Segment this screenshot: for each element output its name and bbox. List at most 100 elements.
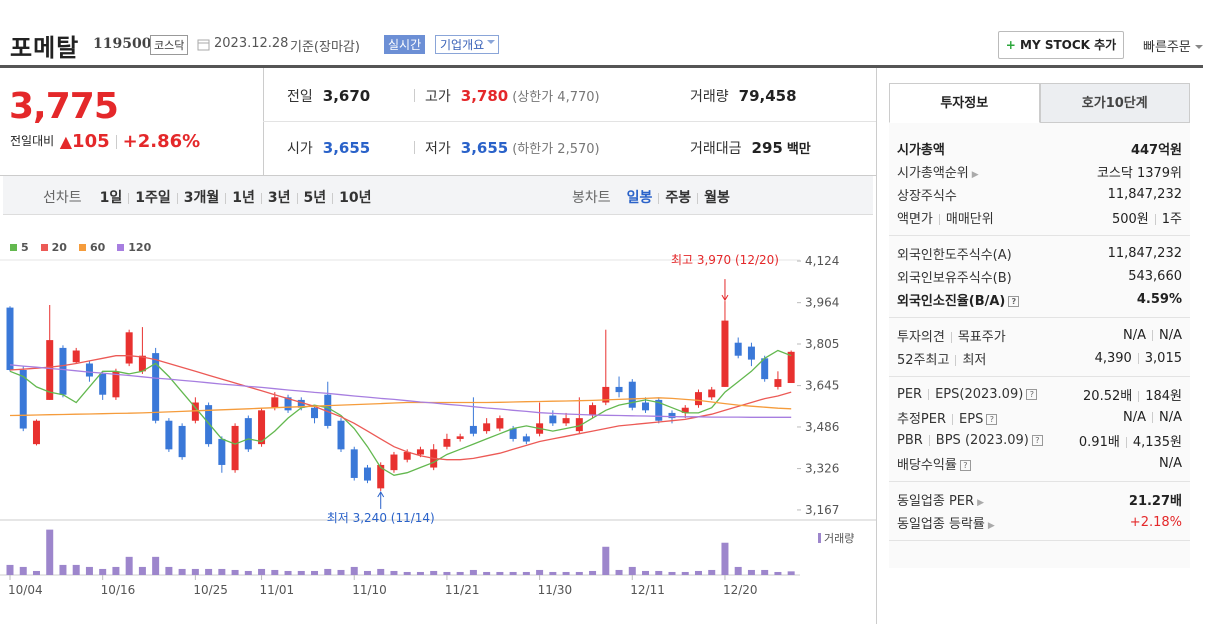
row-value: 11,847,232 [1108, 187, 1182, 202]
label-part: PBR [897, 433, 923, 448]
separator [928, 389, 930, 400]
separator [1152, 412, 1153, 423]
x-tick-label: 12/20 [723, 583, 758, 597]
row-label: 상장주식수 [897, 185, 957, 204]
volume-bar [6, 564, 14, 575]
overview-button[interactable]: 기업개요 [435, 35, 500, 54]
row-value: 447억원 [1131, 139, 1182, 158]
candle-body [761, 358, 769, 380]
header-line [0, 65, 1203, 68]
volume-bar [761, 569, 769, 575]
volume-legend: 거래량 [824, 532, 854, 545]
change-value: 105 [72, 131, 110, 152]
tab[interactable]: 1일 [99, 190, 123, 206]
legend-swatch [40, 244, 48, 251]
volume-bar [469, 569, 477, 575]
sidebar-tab[interactable]: 호가10단계 [1039, 83, 1190, 123]
divider [263, 121, 876, 122]
sidebar-row: 시가총액 447억원 [889, 137, 1190, 160]
sidebar-tab[interactable]: 투자정보 [889, 83, 1040, 123]
separator [1154, 214, 1156, 225]
volume-bar [430, 570, 438, 575]
separator [928, 435, 930, 446]
tab[interactable]: 1년 [232, 190, 255, 206]
quote-label: 전일 [287, 89, 313, 105]
volume-bar [668, 571, 676, 575]
quote-label: 거래량 [690, 89, 729, 105]
tab[interactable]: 3개월 [183, 190, 220, 206]
ma-line [9, 364, 792, 418]
chart-tab-bar [3, 176, 873, 215]
candle-body [509, 428, 517, 439]
tab[interactable]: 1주일 [135, 190, 171, 206]
volume-bar [708, 569, 716, 575]
chart: 4,124 3,964 3,805 3,645 3,486 3,326 3,167 10/04… [0, 253, 876, 597]
plus-icon: + [1005, 38, 1021, 52]
tab[interactable]: 월봉 [704, 190, 730, 206]
x-tick-label: 10/25 [193, 583, 228, 597]
y-tick-label: 4,124 [805, 254, 839, 268]
volume-bar [99, 568, 107, 575]
candle-body [628, 381, 636, 408]
x-tick-label: 11/21 [445, 583, 480, 597]
candle-body [244, 418, 252, 450]
tab[interactable]: 5년 [303, 190, 327, 206]
ma-legend: 5 20 60 120 [10, 241, 163, 254]
legend-text: 120 [128, 241, 152, 254]
basis: 기준(장마감) [290, 40, 360, 55]
value-part: 11,847,232 [1107, 187, 1182, 202]
separator [1137, 353, 1139, 364]
volume-bar [694, 570, 702, 575]
label-part: 투자의견 [897, 330, 945, 345]
realtime-badge[interactable]: 실시간 [384, 35, 426, 54]
dropdown-arrow [1194, 45, 1203, 53]
legend-swatch [78, 244, 86, 251]
quote-value: 295 [751, 139, 783, 157]
separator [1152, 330, 1153, 341]
label-part: BPS (2023.09) [935, 433, 1029, 448]
tab[interactable]: 10년 [339, 190, 372, 206]
candle-body [708, 389, 716, 398]
volume-bar [337, 569, 345, 575]
candle-body [297, 399, 305, 408]
link-arrow: ▶ [977, 498, 984, 508]
row-label: 52주최고 최저 [897, 349, 986, 368]
separator [697, 192, 699, 204]
candle-body [218, 438, 226, 465]
price-panel [0, 68, 876, 176]
tab[interactable]: 주봉 [665, 190, 692, 206]
label-part: 추정PER [897, 412, 947, 427]
tab[interactable]: 일봉 [626, 190, 653, 206]
tab[interactable]: 3년 [267, 190, 291, 206]
volume-bar [734, 566, 742, 575]
row-value: 21.27배 [1129, 490, 1182, 509]
value-part: 4,135원 [1132, 435, 1182, 450]
x-tick-label: 11/10 [352, 583, 387, 597]
sidebar-row: 상장주식수 11,847,232 [889, 183, 1190, 206]
volume-bar [642, 570, 650, 575]
mystock-button[interactable]: + MY STOCK 추가 [998, 31, 1124, 59]
volume-bar [218, 568, 226, 575]
row-value: N/A N/A [1123, 410, 1182, 425]
candle-body [178, 425, 186, 458]
quote-value: 79,458 [738, 87, 797, 105]
row-label: 동일업종 등락률 ▶ [897, 513, 995, 532]
candle-body [32, 420, 40, 445]
volume-bar [125, 556, 133, 575]
separator [115, 135, 117, 149]
sidebar-row: 배당수익률? N/A [889, 452, 1190, 475]
label-part: 액면가 [897, 212, 933, 227]
mystock-text: MY STOCK 추가 [1020, 38, 1117, 52]
link-arrow: ▶ [971, 170, 979, 180]
volume-bar [615, 569, 623, 575]
value-part: 11,847,232 [1107, 246, 1182, 261]
y-tick-label: 3,964 [805, 296, 839, 310]
candle-body [456, 436, 464, 439]
quick-order[interactable]: 빠른주문 [1143, 36, 1203, 55]
label-part: 외국인보유주식수(B) [897, 271, 1012, 286]
quote-note: (하한가 2,570) [512, 142, 600, 157]
row-label: 추정PER EPS? [897, 408, 998, 427]
volume-bar [311, 570, 319, 575]
value-part: 0.91배 [1078, 435, 1120, 450]
help-icon: ? [986, 414, 998, 425]
